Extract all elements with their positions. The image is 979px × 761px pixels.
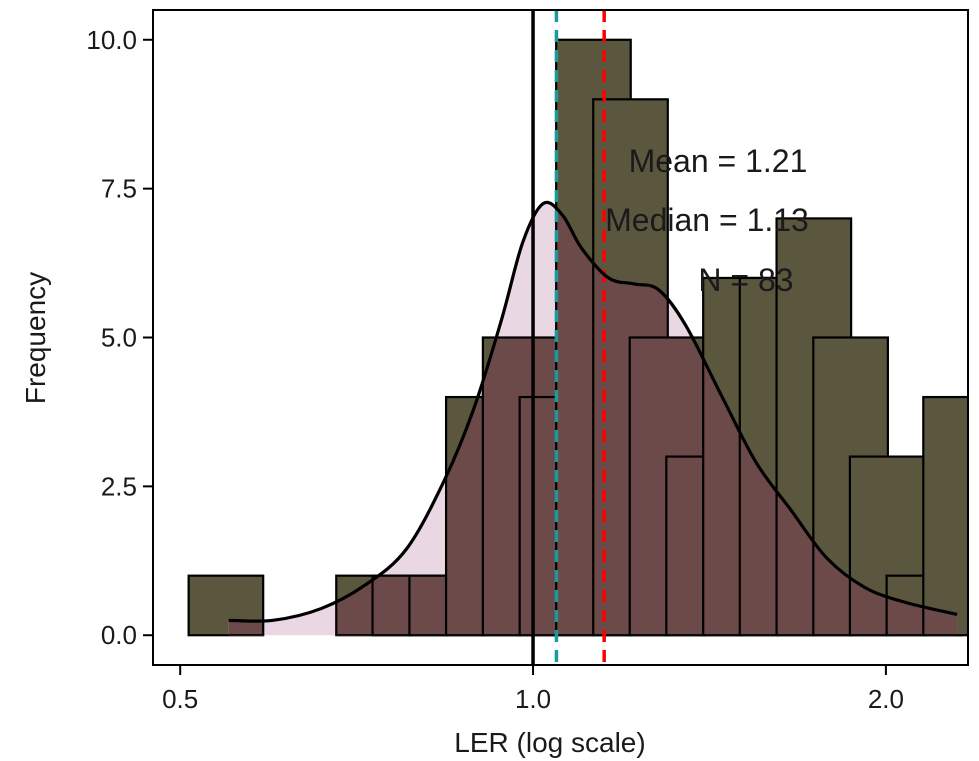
y-tick-label: 5.0 bbox=[101, 323, 137, 353]
y-tick-label: 10.0 bbox=[86, 25, 137, 55]
reference-lines bbox=[228, 10, 958, 665]
y-axis: 0.0 2.5 5.0 7.5 10.0 bbox=[86, 25, 153, 650]
histogram-bar bbox=[187, 574, 265, 637]
annotation-median: Median = 1.13 bbox=[605, 202, 809, 238]
y-tick-label: 7.5 bbox=[101, 174, 137, 204]
x-tick-label: 1.0 bbox=[515, 684, 551, 714]
histogram-bar bbox=[922, 395, 968, 637]
x-axis: 0.5 1.0 2.0 bbox=[162, 665, 904, 714]
annotation-n: N = 83 bbox=[698, 262, 793, 298]
y-tick-label: 2.5 bbox=[101, 471, 137, 501]
y-tick-label: 0.0 bbox=[101, 620, 137, 650]
annotation-mean: Mean = 1.21 bbox=[629, 143, 808, 179]
x-tick-label: 2.0 bbox=[868, 684, 904, 714]
x-axis-title: LER (log scale) bbox=[454, 727, 645, 758]
density-curve bbox=[228, 200, 958, 623]
y-axis-title: Frequency bbox=[20, 272, 51, 404]
x-tick-label: 0.5 bbox=[162, 684, 198, 714]
